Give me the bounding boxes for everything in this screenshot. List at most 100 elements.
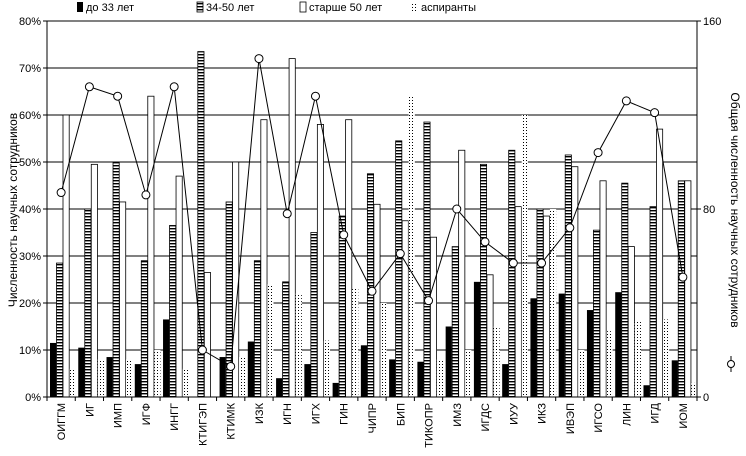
bar (276, 378, 283, 397)
bar (558, 293, 565, 397)
bar (154, 350, 161, 397)
line-point (226, 361, 236, 371)
bar (586, 310, 594, 397)
y-tick-label: 60% (19, 110, 41, 122)
bar (247, 341, 255, 397)
bar (606, 331, 613, 397)
bar (662, 319, 670, 397)
line-point (282, 209, 292, 219)
line-point (339, 230, 349, 240)
bar (182, 368, 189, 397)
legend: до 33 лет 34-50 лет старше 50 лет аспиранты (77, 1, 476, 14)
bar (417, 361, 424, 397)
bar (543, 215, 551, 398)
x-tick-label: ИНГГ (169, 403, 181, 431)
bar (338, 215, 346, 398)
bar (643, 385, 650, 397)
y-tick-label: 40% (19, 204, 41, 216)
bar (408, 96, 415, 397)
bar (656, 128, 664, 398)
line-point (310, 91, 320, 101)
x-tick-label: ИГН (282, 403, 294, 425)
line-point (593, 148, 603, 158)
bar (480, 163, 488, 398)
line-point (650, 108, 660, 118)
y-tick-label: 30% (19, 251, 41, 263)
bar (373, 203, 381, 398)
bar (451, 246, 459, 398)
bar (323, 340, 331, 397)
line-point (678, 272, 688, 282)
x-tick-label: ИГ (84, 403, 96, 417)
axes (43, 20, 701, 401)
bar (56, 262, 64, 398)
y-tick-label: 70% (19, 63, 41, 75)
bar (147, 95, 155, 398)
bar (282, 281, 290, 398)
bar (671, 360, 678, 397)
line-point (480, 237, 490, 247)
line-point (56, 188, 66, 198)
bar (304, 364, 311, 397)
bar (599, 180, 607, 398)
legend-swatch (196, 1, 204, 13)
bar (514, 206, 522, 398)
x-tick-label: ИМЗ (452, 403, 464, 427)
bar (530, 298, 537, 397)
legend-label: аспиранты (421, 2, 476, 14)
y-tick-label: 50% (19, 157, 41, 169)
bar (465, 350, 472, 397)
bar (445, 326, 452, 397)
y2-axis-title: Общая численность научных сотрудников (728, 92, 742, 327)
x-tick-label: ИГФ (141, 403, 153, 425)
bar (634, 321, 641, 397)
x-tick-label: БИП (395, 403, 407, 426)
bar (508, 149, 516, 398)
bar (119, 201, 127, 398)
x-tick-label: ИГСО (593, 403, 605, 433)
x-tick-label: ОИГГМ (56, 403, 68, 440)
bar (134, 364, 141, 397)
legend-label: старше 50 лет (309, 2, 382, 14)
bar (310, 232, 318, 398)
bar (502, 364, 509, 397)
line-point (565, 223, 575, 233)
bar (106, 357, 113, 397)
bar (593, 229, 601, 398)
bar (549, 209, 557, 397)
bar (97, 359, 104, 397)
line-point (424, 296, 434, 306)
bars (50, 51, 698, 398)
bar (691, 382, 698, 397)
bar (295, 293, 302, 397)
y2-axis-legend-marker (727, 356, 735, 372)
bar (621, 182, 629, 398)
y-tick-label: 20% (19, 298, 41, 310)
legend-swatch (299, 1, 307, 13)
bar (389, 359, 396, 397)
line-point (254, 54, 264, 64)
x-tick-label: ИГД (650, 402, 662, 423)
bar (627, 246, 635, 398)
y2-tick-label: 0 (703, 392, 709, 404)
x-tick-label: ЧИПР (367, 403, 379, 433)
bar (486, 274, 494, 398)
bar (50, 342, 57, 397)
y2-tick-label: 80 (703, 204, 715, 216)
bar (219, 357, 226, 397)
x-tick-label: ИВЭП (565, 403, 577, 434)
x-tick-label: КТИМК (226, 402, 238, 439)
bar (473, 281, 481, 397)
y-tick-label: 0% (25, 392, 41, 404)
legend-swatch (412, 2, 418, 12)
tick-labels: 0% 10% 20% 30% 40% 50% 60% 70% 80% 0 80 160 ОИГГМ ИГ И… (19, 16, 721, 448)
bar (677, 180, 685, 398)
bar (163, 319, 170, 397)
bar (90, 163, 98, 398)
bar (615, 292, 622, 397)
bar (395, 140, 403, 398)
legend-swatch (77, 2, 83, 12)
line-point (452, 204, 462, 214)
bar (239, 357, 246, 397)
